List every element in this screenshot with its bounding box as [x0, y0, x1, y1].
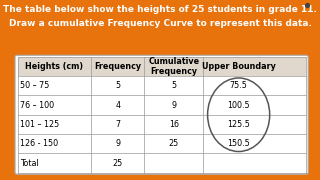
Text: 75.5: 75.5	[230, 81, 248, 90]
Text: 9: 9	[171, 101, 176, 110]
Text: 76 – 100: 76 – 100	[20, 101, 55, 110]
Text: 5: 5	[115, 81, 120, 90]
Text: 4: 4	[115, 101, 120, 110]
Text: 50 – 75: 50 – 75	[20, 81, 50, 90]
Text: 16: 16	[169, 120, 179, 129]
Text: 101 – 125: 101 – 125	[20, 120, 60, 129]
Text: Draw a cumulative Frequency Curve to represent this data.: Draw a cumulative Frequency Curve to rep…	[9, 19, 311, 28]
Text: Total: Total	[20, 159, 39, 168]
FancyBboxPatch shape	[15, 55, 308, 174]
Text: Cumulative
Frequency: Cumulative Frequency	[148, 57, 199, 76]
Text: 25: 25	[169, 139, 179, 148]
Text: Frequency: Frequency	[94, 62, 141, 71]
Text: The table below show the heights of 25 students in grade 11.: The table below show the heights of 25 s…	[3, 4, 317, 14]
Text: 125.5: 125.5	[227, 120, 250, 129]
Text: 7: 7	[115, 120, 120, 129]
Text: 9: 9	[115, 139, 120, 148]
Bar	[18, 57, 306, 76]
Text: Upper Boundary: Upper Boundary	[202, 62, 276, 71]
Text: 5: 5	[171, 81, 176, 90]
Text: Heights (cm): Heights (cm)	[25, 62, 84, 71]
Text: 100.5: 100.5	[227, 101, 250, 110]
Text: 25: 25	[113, 159, 123, 168]
Text: 126 - 150: 126 - 150	[20, 139, 59, 148]
Text: 150.5: 150.5	[227, 139, 250, 148]
